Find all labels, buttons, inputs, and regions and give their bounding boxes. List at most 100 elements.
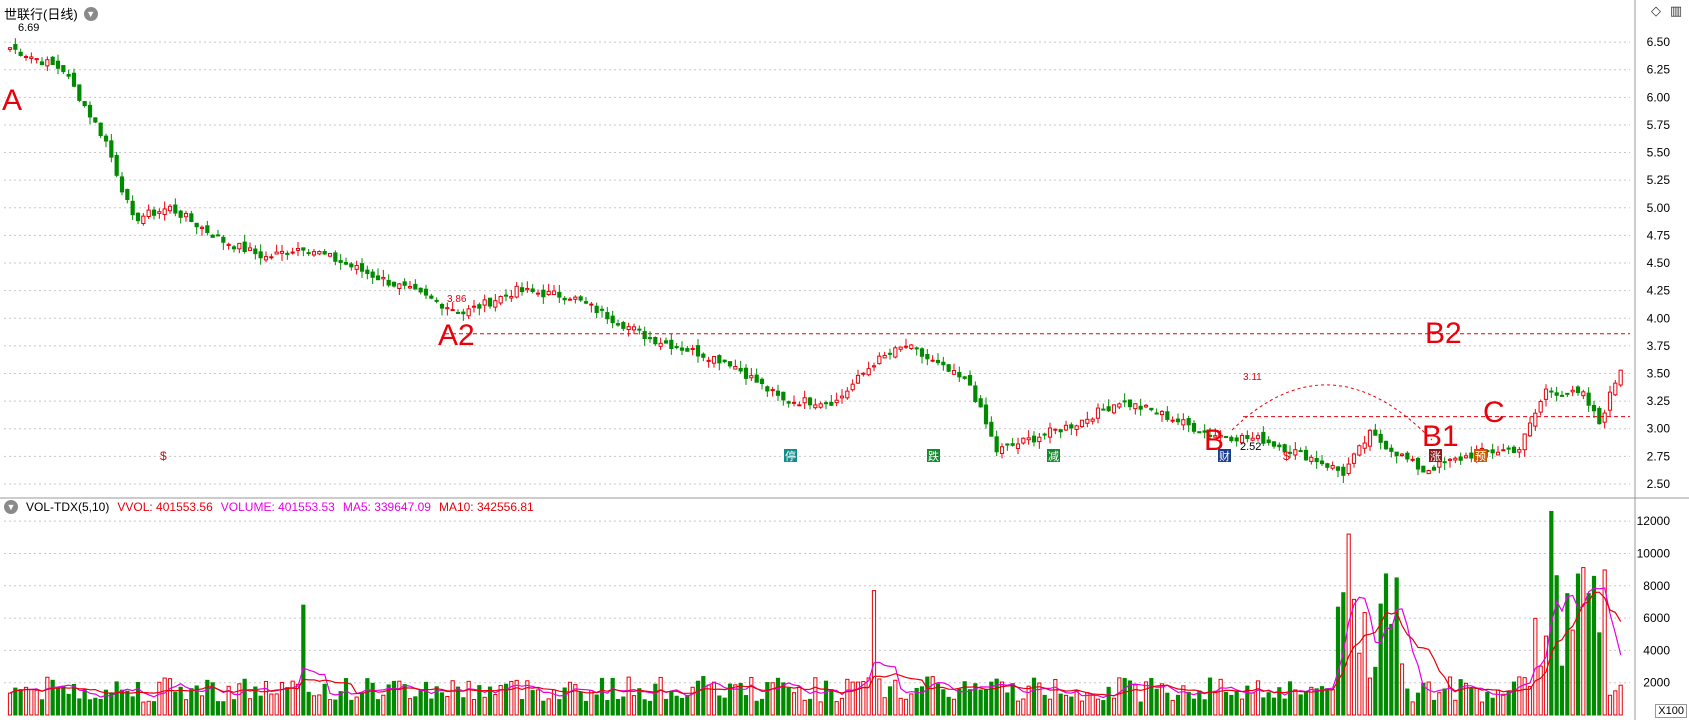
candle-body [882,354,887,359]
volume-bar [1373,666,1378,716]
candle-body [1495,451,1501,456]
candle-body [1357,445,1362,456]
candle-body [685,348,690,352]
candle-body [845,390,850,399]
candle-body [1250,437,1255,441]
candle-body [1282,444,1287,453]
pattern-label-a: A [2,84,22,117]
volume-bar [637,688,642,716]
candle-body [135,212,141,222]
window-controls: ◇ ▥ [1649,4,1683,18]
pattern-label-b: B [1204,424,1224,457]
volume-bar [1565,593,1570,716]
volume-bar [1042,694,1047,716]
candle-body [957,371,962,378]
volume-bar [482,696,487,716]
volume-bar [1586,593,1591,716]
volume-bar [375,699,381,716]
volume-bar [34,689,39,716]
volume-bar [1159,683,1165,716]
candle-body [770,389,775,392]
event-marker-text: 停 [785,449,796,463]
volume-bar [1069,696,1074,716]
volume-bar [898,697,903,716]
volume-bar [711,681,717,716]
volume-tick-label: 12000 [1637,514,1671,528]
volume-bar [930,676,935,716]
volume-bar [114,681,119,716]
candle-body [839,395,845,399]
volume-bar [1357,652,1362,716]
volume-bar [722,697,727,716]
volume-bar [701,676,706,716]
candle-body [1218,434,1223,438]
volume-bar [370,682,375,716]
panel-toggle-icon[interactable]: ▥ [1669,3,1683,18]
volume-bar [679,697,685,716]
candle-body [1170,419,1175,422]
volume-bar [1351,598,1357,716]
candle-body [1442,461,1447,464]
candle-body [1543,388,1549,400]
price-tick-label: 4.75 [1647,228,1671,242]
volume-bar [1303,691,1309,716]
price-tick-label: 5.75 [1647,118,1671,132]
candle-body [1346,463,1351,474]
volume-bar [530,690,535,716]
volume-bar [973,683,978,716]
volume-bar [834,701,839,716]
candle-body [589,303,594,306]
volume-bar [839,697,845,716]
volume-bar [1538,665,1543,716]
volume-bar [258,695,263,716]
candle-body [45,59,50,67]
candle-body [130,200,135,216]
volume-bar [1474,687,1479,716]
candle-body [1138,405,1143,410]
volume-bar [119,689,125,716]
volume-bar [279,681,285,716]
candle-body [717,355,722,364]
volume-bar [525,680,530,716]
candle-body [269,256,274,259]
volume-bar [1581,567,1586,716]
candle-body [13,44,18,50]
candle-body [349,263,354,268]
candle-body [1319,460,1325,465]
candle-body [34,58,39,61]
candle-body [343,261,349,265]
diamond-icon[interactable]: ◇ [1651,3,1661,18]
candle-body [1298,450,1303,453]
candle-body [1053,428,1058,431]
volume-bar [1613,690,1618,716]
candle-body [1133,403,1138,410]
event-marker-box [1047,449,1060,462]
volume-bar [50,679,55,716]
volume-bar [903,698,909,716]
volume-bar [1277,687,1282,716]
volume-bar [130,696,135,716]
chevron-down-icon[interactable]: ▼ [83,6,98,21]
volume-bar [989,681,994,716]
event-marker-text: 减 [1048,450,1059,463]
candle-body [77,84,82,101]
volume-bar [199,695,205,716]
volume-bar [167,678,173,716]
event-marker-text: 涨 [1430,450,1441,463]
candle-body [679,347,685,351]
chevron-down-icon[interactable]: ▼ [4,500,18,514]
candle-body [525,287,530,291]
chart-title-bar: 世联行(日线) ▼ [4,4,98,23]
volume-bar [1223,691,1229,716]
volume-bar [978,689,983,716]
candle-body [418,287,423,293]
candle-body [1303,449,1309,461]
volume-bar [45,676,50,716]
candle-body [359,263,365,272]
volume-bar [882,697,887,716]
candle-body [733,366,738,370]
vvol-value: VVOL: 401553.56 [117,500,213,514]
volume-bar [909,693,914,716]
event-marker-dollar: $ [160,449,167,463]
